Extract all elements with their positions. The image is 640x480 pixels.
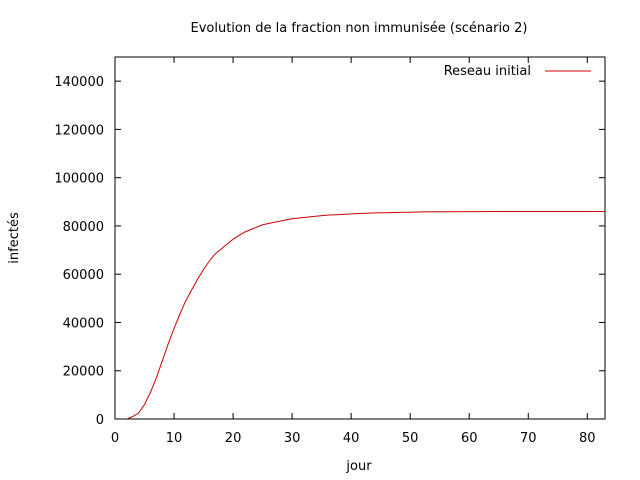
x-tick-label: 10 [166,431,183,446]
y-tick-label: 20000 [63,365,104,380]
x-axis: 0 10 20 30 40 50 60 70 80 [111,57,596,446]
x-tick-label: 40 [343,431,360,446]
legend-label: Reseau initial [444,64,531,79]
chart-title: Evolution de la fraction non immunisée (… [191,21,528,36]
x-tick-label: 20 [225,431,242,446]
x-axis-label: jour [345,459,372,474]
legend: Reseau initial [444,64,591,79]
x-tick-label: 60 [461,431,478,446]
y-tick-label: 0 [96,413,104,428]
y-axis-label: infectés [7,212,22,264]
y-tick-label: 40000 [63,316,104,331]
series-group [126,211,605,420]
series-line-0 [126,211,605,420]
x-tick-label: 0 [111,431,119,446]
y-tick-label: 80000 [63,220,104,235]
y-tick-label: 100000 [54,172,104,187]
x-tick-label: 70 [520,431,537,446]
x-tick-label: 50 [402,431,419,446]
y-tick-label: 60000 [63,268,104,283]
y-axis: 0 20000 40000 60000 80000 100000 120000 140000 [54,75,605,428]
y-tick-label: 140000 [54,75,104,90]
plot-frame [114,56,606,420]
x-tick-label: 80 [579,431,596,446]
y-tick-label: 120000 [54,123,104,138]
x-tick-label: 30 [284,431,301,446]
